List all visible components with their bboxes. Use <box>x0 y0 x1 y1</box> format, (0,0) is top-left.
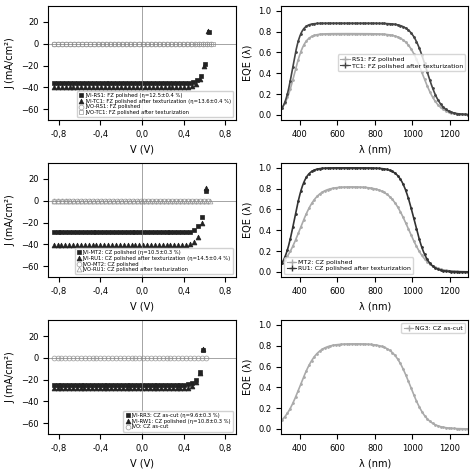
X-axis label: V (V): V (V) <box>130 144 154 155</box>
X-axis label: V (V): V (V) <box>130 301 154 311</box>
Legend: JVI-MT2: CZ polished (η=10.5±0.3 %), JVI-RU1: CZ polished after texturization (η: JVI-MT2: CZ polished (η=10.5±0.3 %), JVI… <box>75 248 233 274</box>
Y-axis label: EQE (λ): EQE (λ) <box>243 45 253 81</box>
Y-axis label: J (mA/cm²): J (mA/cm²) <box>6 37 16 89</box>
Legend: NG3: CZ as-cut: NG3: CZ as-cut <box>401 323 465 333</box>
Legend: JVI-RS1: FZ polished (η=12.5±0.4 %), JVI-TC1: FZ polished after texturization (η: JVI-RS1: FZ polished (η=12.5±0.4 %), JVI… <box>77 91 233 118</box>
X-axis label: λ (nm): λ (nm) <box>359 144 391 155</box>
Y-axis label: EQE (λ): EQE (λ) <box>243 201 253 238</box>
Y-axis label: J (mA/cm²): J (mA/cm²) <box>6 351 16 403</box>
Legend: RS1: FZ polished, TC1: FZ polished after texturization: RS1: FZ polished, TC1: FZ polished after… <box>338 55 465 71</box>
X-axis label: λ (nm): λ (nm) <box>359 458 391 468</box>
Y-axis label: EQE (λ): EQE (λ) <box>243 359 253 395</box>
X-axis label: V (V): V (V) <box>130 458 154 468</box>
Legend: JVI-RR3: CZ as-cut (η=9.6±0.3 %), JVI-RW1: CZ polished (η=10.8±0.3 %), JVO: CZ a: JVI-RR3: CZ as-cut (η=9.6±0.3 %), JVI-RW… <box>123 411 233 431</box>
Legend: MT2: CZ polished, RU1: CZ polished after texturization: MT2: CZ polished, RU1: CZ polished after… <box>284 257 413 274</box>
X-axis label: λ (nm): λ (nm) <box>359 301 391 311</box>
Y-axis label: J (mA/cm²): J (mA/cm²) <box>6 194 16 246</box>
